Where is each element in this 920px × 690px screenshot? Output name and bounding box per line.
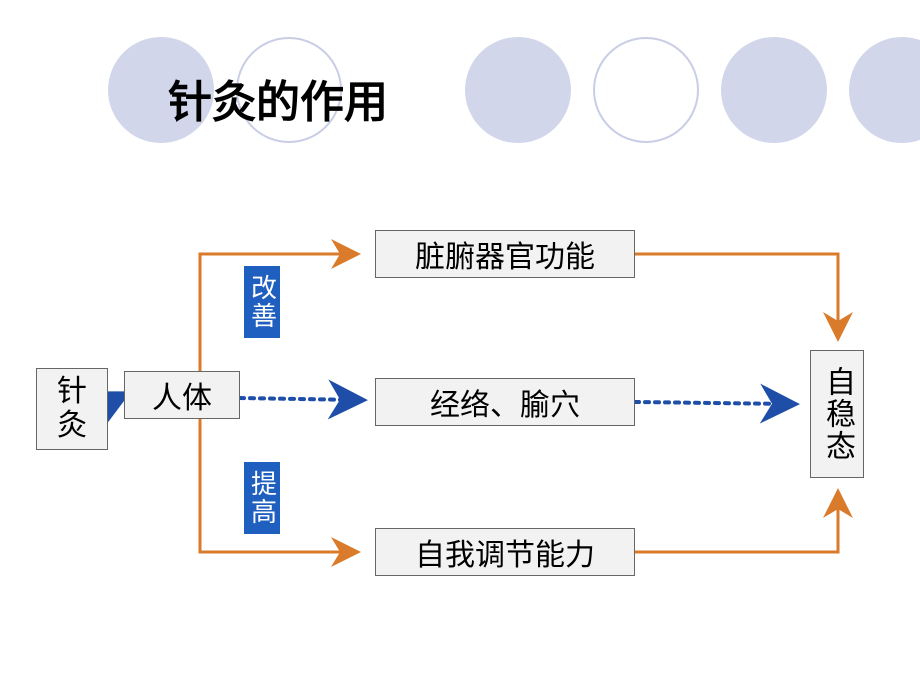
- deco-circle-3: [593, 37, 699, 143]
- badge-improve: 改善: [244, 266, 280, 338]
- deco-circle-2: [465, 37, 571, 143]
- node-body: 人体: [124, 371, 240, 419]
- edge-2: [240, 398, 360, 400]
- node-selfreg: 自我调节能力: [375, 528, 635, 576]
- badge-enhance: 提高: [244, 462, 280, 534]
- node-acupuncture: 针灸: [36, 368, 108, 450]
- node-meridian: 经络、腧穴: [375, 378, 635, 426]
- deco-circle-5: [849, 37, 920, 143]
- slide-title: 针灸的作用: [168, 66, 388, 130]
- edge-5: [635, 402, 792, 404]
- edge-6: [635, 494, 838, 552]
- node-organ: 脏腑器官功能: [375, 230, 635, 278]
- deco-circle-4: [721, 37, 827, 143]
- edge-4: [635, 254, 838, 336]
- node-homeostasis: 自稳态: [810, 350, 864, 478]
- edge-0: [108, 395, 124, 403]
